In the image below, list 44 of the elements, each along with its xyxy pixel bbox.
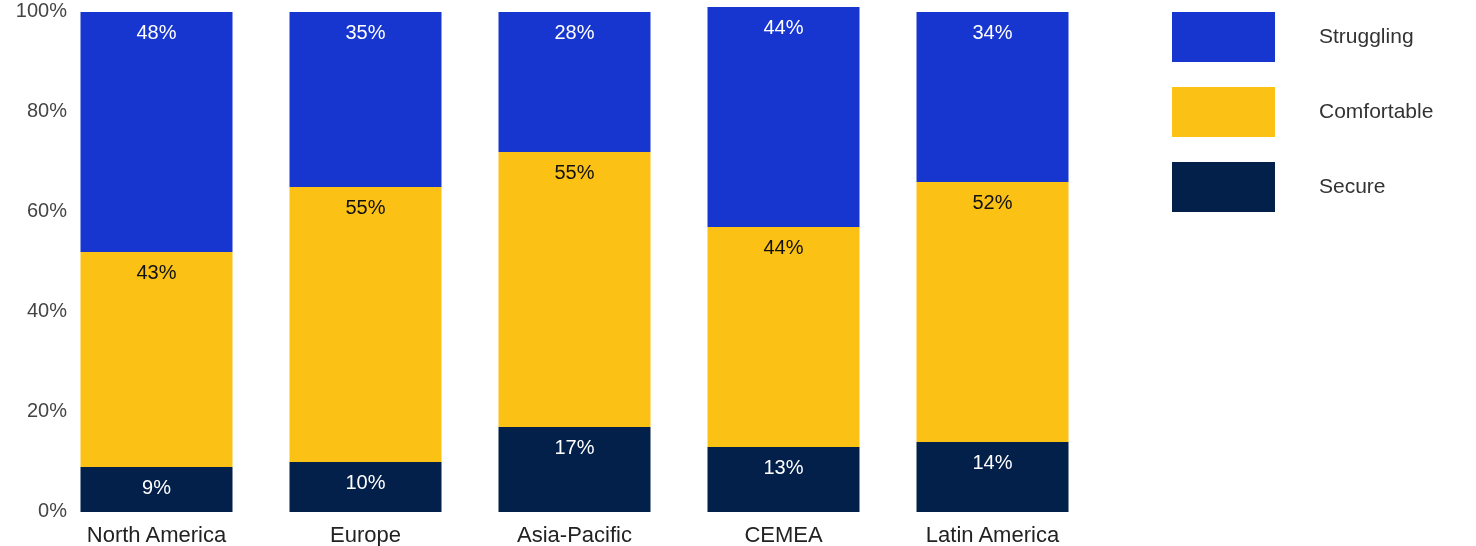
bar [289,187,442,462]
bar [289,462,442,512]
y-tick-label: 80% [26,99,68,122]
bar [707,227,860,447]
data-label: 9% [142,476,172,499]
bar [80,467,233,512]
legend-label: Struggling [1319,23,1414,47]
y-tick-label: 100% [15,0,68,22]
bar [80,12,233,252]
data-label: 44% [763,236,804,259]
data-label: 48% [136,21,177,44]
y-tick-label: 40% [26,299,68,322]
x-tick-label: Latin America [925,521,1060,546]
legend-label: Comfortable [1319,98,1434,122]
bar [916,442,1069,512]
data-label: 55% [345,196,386,219]
y-tick-label: 20% [26,399,68,422]
x-tick-label: Asia-Pacific [517,521,632,546]
bar [80,252,233,467]
data-label: 43% [136,261,177,284]
data-label: 55% [554,161,595,184]
legend-label: Secure [1319,173,1386,197]
data-label: 28% [554,21,595,44]
data-label: 44% [763,16,804,39]
bar [498,427,651,512]
bar [498,152,651,427]
data-label: 10% [345,471,386,494]
x-tick-label: CEMEA [744,521,823,546]
bar [707,447,860,512]
data-label: 52% [972,191,1013,214]
data-label: 13% [763,456,804,479]
data-label: 14% [972,451,1013,474]
x-tick-label: Europe [330,521,401,546]
data-label: 34% [972,21,1013,44]
y-tick-label: 60% [26,199,68,222]
bar [498,12,651,152]
data-label: 17% [554,436,595,459]
bar [707,7,860,227]
data-label: 35% [345,21,386,44]
bar [289,12,442,187]
x-tick-label: North America [86,521,227,546]
bar [916,12,1069,182]
y-tick-label: 0% [38,499,68,522]
bar [916,182,1069,442]
